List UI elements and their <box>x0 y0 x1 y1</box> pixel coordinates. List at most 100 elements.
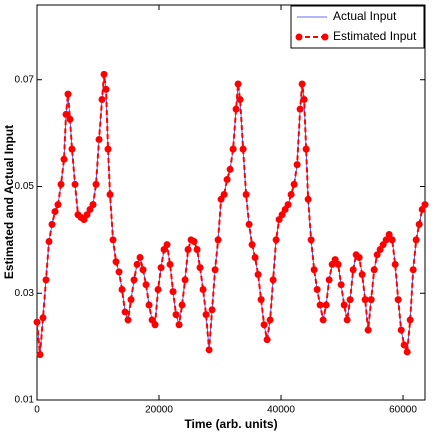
estimated-point <box>102 85 110 93</box>
estimated-point <box>319 316 327 324</box>
estimated-point <box>64 90 72 98</box>
estimated-point <box>151 321 159 329</box>
estimated-point <box>298 80 306 88</box>
estimated-point <box>278 211 286 219</box>
estimated-point <box>42 276 50 284</box>
estimated-point <box>263 336 271 344</box>
estimated-point <box>406 316 414 324</box>
estimated-point <box>242 190 250 198</box>
estimated-point <box>226 165 234 173</box>
estimated-point <box>36 351 44 359</box>
estimated-point <box>269 276 277 284</box>
estimated-point <box>337 281 345 289</box>
estimated-point <box>397 326 405 334</box>
estimated-point <box>349 266 357 274</box>
estimated-point <box>92 180 100 188</box>
estimated-point <box>109 236 117 244</box>
estimated-point <box>229 145 237 153</box>
estimated-point <box>193 245 201 253</box>
estimated-point <box>57 180 65 188</box>
estimated-point <box>199 286 207 294</box>
y-tick-label: 0.05 <box>15 181 35 192</box>
estimated-point <box>391 260 399 268</box>
estimated-point <box>51 208 59 216</box>
estimated-point <box>415 220 423 228</box>
y-tick-label: 0.07 <box>15 74 35 85</box>
estimated-point <box>358 271 366 279</box>
estimated-point <box>313 286 321 294</box>
estimated-point <box>346 296 354 304</box>
estimated-point <box>184 245 192 253</box>
estimated-point <box>236 95 244 103</box>
estimated-point <box>181 276 189 284</box>
estimated-point <box>166 260 174 268</box>
estimated-point <box>310 266 318 274</box>
estimated-point <box>83 211 91 219</box>
estimated-point <box>388 236 396 244</box>
estimated-point <box>95 136 103 144</box>
estimated-point <box>223 176 231 184</box>
estimated-point <box>54 201 62 209</box>
estimated-point <box>260 321 268 329</box>
estimated-point <box>302 145 310 153</box>
x-tick-label: 40000 <box>267 405 295 416</box>
estimated-point <box>115 268 123 276</box>
estimated-point <box>48 220 56 228</box>
estimated-point <box>60 155 68 163</box>
estimated-point <box>33 318 41 326</box>
estimated-point <box>293 161 301 169</box>
estimated-point <box>214 236 222 244</box>
estimated-point <box>127 296 135 304</box>
estimated-point <box>172 311 180 319</box>
estimated-point <box>403 348 411 356</box>
estimated-point <box>190 237 198 245</box>
estimated-point <box>175 321 183 329</box>
estimated-point <box>296 105 304 113</box>
estimated-point <box>234 80 242 88</box>
estimated-point <box>370 266 378 274</box>
estimated-point <box>304 195 312 203</box>
estimated-point <box>325 276 333 284</box>
estimated-point <box>322 301 330 309</box>
estimated-point <box>163 241 171 249</box>
estimated-point <box>98 95 106 103</box>
y-tick-label: 0.01 <box>15 395 35 406</box>
estimated-point <box>355 253 363 261</box>
estimated-point <box>373 251 381 259</box>
estimated-point <box>394 296 402 304</box>
estimated-point <box>139 266 147 274</box>
estimated-point <box>367 296 375 304</box>
estimated-point <box>145 301 153 309</box>
x-tick-label: 20000 <box>145 405 173 416</box>
estimated-point <box>220 190 228 198</box>
legend-marker <box>321 33 329 41</box>
estimated-point <box>400 341 408 349</box>
estimated-point <box>266 316 274 324</box>
estimated-point <box>136 253 144 261</box>
estimated-point <box>202 311 210 319</box>
estimated-point <box>89 201 97 209</box>
estimated-point <box>124 316 132 324</box>
estimated-point <box>385 231 393 239</box>
estimated-point <box>232 105 240 113</box>
estimated-line <box>36 74 426 355</box>
estimated-point <box>133 260 141 268</box>
estimated-point <box>66 115 74 123</box>
estimated-point <box>248 241 256 249</box>
estimated-point <box>112 258 120 266</box>
estimated-point <box>196 264 204 272</box>
estimated-point <box>205 346 213 354</box>
estimated-point <box>272 236 280 244</box>
x-axis-label: Time (arb. units) <box>184 417 277 431</box>
estimated-point <box>409 266 417 274</box>
x-tick-label: 60000 <box>389 405 417 416</box>
estimated-point <box>382 236 390 244</box>
estimated-point <box>334 260 342 268</box>
estimated-point <box>71 180 79 188</box>
legend-label: Actual Input <box>333 9 397 23</box>
estimated-point <box>118 286 126 294</box>
estimated-point <box>361 296 369 304</box>
estimated-point <box>142 281 150 289</box>
estimated-point <box>121 308 129 316</box>
